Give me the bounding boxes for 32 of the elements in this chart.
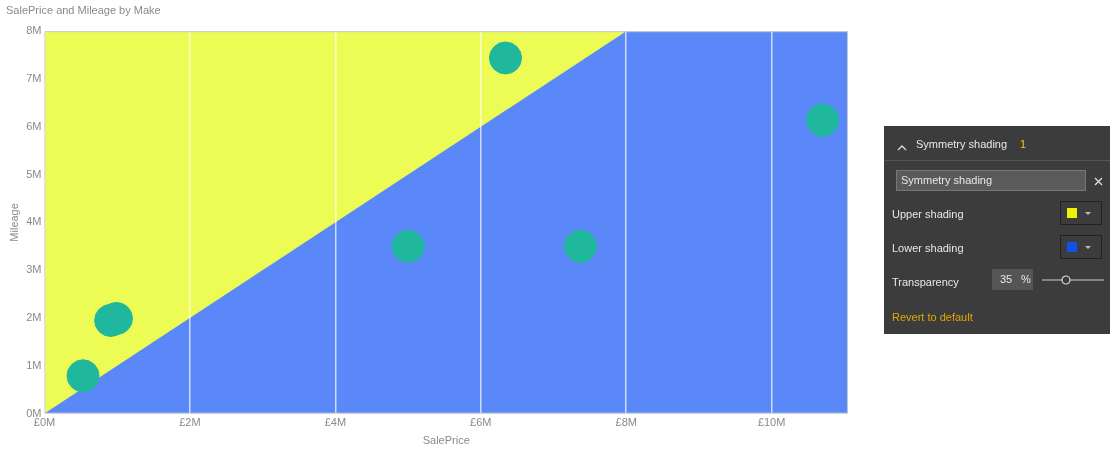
x-tick-label: £4M [324, 416, 347, 429]
x-tick-label: £0M [33, 416, 56, 429]
x-tick-label: £2M [179, 416, 201, 429]
text: 1 [1020, 138, 1027, 150]
y-tick-label: 2M [26, 311, 42, 324]
y-tick-label: 0M [26, 406, 42, 419]
text: Lower shading [892, 242, 964, 254]
y-tick-label: 8M [26, 24, 42, 37]
point [563, 229, 597, 263]
x-tick-label: £8M [615, 416, 637, 429]
text: Upper shading [892, 208, 964, 220]
y-tick-label: 3M [26, 263, 42, 276]
text: Symmetry shading [901, 174, 993, 186]
point [489, 41, 522, 75]
point [66, 359, 100, 393]
point [806, 103, 840, 137]
y-axis-title: Mileage [7, 203, 20, 242]
text: Symmetry shading [916, 138, 1008, 150]
chart-title: SalePrice and Mileage by Make [6, 3, 161, 16]
text: Revert to default [892, 311, 973, 323]
y-tick-label: 1M [26, 358, 42, 371]
y-tick-label: 7M [26, 72, 42, 85]
text: % [1021, 273, 1031, 285]
text: 35 [1000, 273, 1013, 285]
text: Transparency [892, 276, 959, 288]
y-tick-label: 6M [26, 119, 42, 132]
y-tick-label: 4M [26, 215, 42, 228]
x-tick-label: £6M [470, 416, 492, 429]
x-axis-title: SalePrice [422, 434, 470, 447]
y-tick-label: 5M [26, 167, 42, 180]
point [391, 229, 425, 263]
x-tick-label: £10M [757, 416, 786, 429]
